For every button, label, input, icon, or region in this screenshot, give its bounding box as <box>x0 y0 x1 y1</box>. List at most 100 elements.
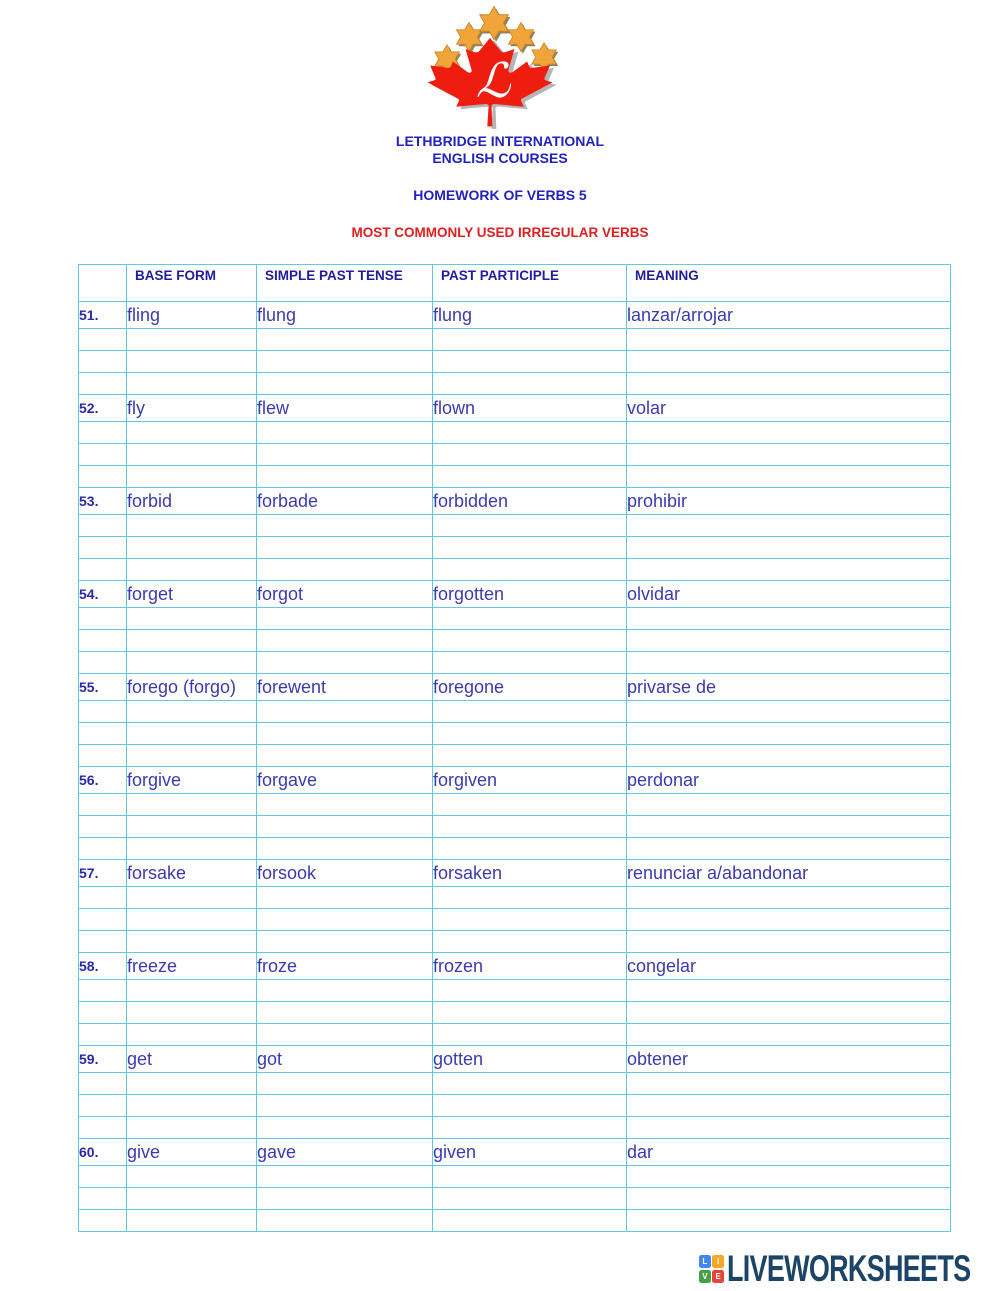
empty-cell <box>432 886 627 909</box>
empty-cell <box>256 700 433 723</box>
empty-cell <box>432 558 627 581</box>
empty-cell <box>78 1209 127 1232</box>
empty-cell <box>256 722 433 745</box>
organization-name: LETHBRIDGE INTERNATIONAL ENGLISH COURSES <box>0 133 1000 167</box>
empty-cell <box>432 1209 627 1232</box>
empty-cell <box>78 421 127 444</box>
past-participle-cell: forbidden <box>432 487 627 515</box>
empty-cell <box>626 350 951 373</box>
empty-row <box>78 908 951 931</box>
base-form-cell: forego (forgo) <box>126 673 257 701</box>
empty-cell <box>432 465 627 488</box>
empty-cell <box>126 837 257 860</box>
verb-row: 58. freeze froze frozen congelar <box>78 952 951 980</box>
empty-cell <box>626 465 951 488</box>
brand-square-i: I <box>712 1255 724 1269</box>
simple-past-cell: forbade <box>256 487 433 515</box>
empty-cell <box>626 744 951 767</box>
row-number: 53. <box>78 487 127 515</box>
empty-cell <box>432 979 627 1002</box>
empty-cell <box>126 558 257 581</box>
empty-row <box>78 1094 951 1117</box>
simple-past-cell: forgot <box>256 580 433 608</box>
past-participle-cell: foregone <box>432 673 627 701</box>
empty-cell <box>626 372 951 395</box>
empty-row <box>78 1165 951 1188</box>
empty-cell <box>256 607 433 630</box>
empty-cell <box>78 722 127 745</box>
empty-cell <box>626 930 951 953</box>
empty-cell <box>256 1116 433 1139</box>
empty-cell <box>256 514 433 537</box>
past-participle-cell: forsaken <box>432 859 627 887</box>
empty-cell <box>626 514 951 537</box>
star-icon <box>479 6 511 43</box>
empty-cell <box>126 815 257 838</box>
empty-cell <box>432 328 627 351</box>
empty-row <box>78 700 951 723</box>
empty-cell <box>126 514 257 537</box>
row-number: 54. <box>78 580 127 608</box>
empty-row <box>78 443 951 466</box>
empty-cell <box>126 328 257 351</box>
empty-cell <box>78 744 127 767</box>
empty-cell <box>626 1001 951 1024</box>
header-row: BASE FORM SIMPLE PAST TENSE PAST PARTICIPL… <box>78 264 951 302</box>
empty-cell <box>626 1165 951 1188</box>
base-form-cell: get <box>126 1045 257 1073</box>
past-participle-cell: flown <box>432 394 627 422</box>
empty-cell <box>626 1209 951 1232</box>
base-form-cell: give <box>126 1138 257 1166</box>
organization-line2: ENGLISH COURSES <box>432 150 568 166</box>
empty-row <box>78 372 951 395</box>
empty-cell <box>78 350 127 373</box>
brand-square-v: V <box>699 1269 711 1283</box>
empty-row <box>78 979 951 1002</box>
empty-cell <box>626 1023 951 1046</box>
empty-row <box>78 536 951 559</box>
empty-cell <box>256 930 433 953</box>
liveworksheets-wordmark: LIVEWORKSHEETS <box>727 1248 971 1289</box>
star-icon <box>508 22 536 54</box>
empty-row <box>78 1001 951 1024</box>
empty-row <box>78 837 951 860</box>
meaning-cell: privarse de <box>626 673 951 701</box>
row-number: 58. <box>78 952 127 980</box>
past-participle-cell: forgiven <box>432 766 627 794</box>
row-number: 52. <box>78 394 127 422</box>
empty-cell <box>78 629 127 652</box>
empty-cell <box>256 1023 433 1046</box>
empty-cell <box>626 1116 951 1139</box>
empty-cell <box>126 908 257 931</box>
empty-cell <box>78 700 127 723</box>
column-header-past-participle: PAST PARTICIPLE <box>432 264 627 302</box>
empty-row <box>78 421 951 444</box>
column-header-simple-past-tense: SIMPLE PAST TENSE <box>256 264 433 302</box>
empty-cell <box>626 1072 951 1095</box>
verb-row: 51. fling flung flung lanzar/arrojar <box>78 301 951 329</box>
empty-cell <box>126 607 257 630</box>
empty-cell <box>256 886 433 909</box>
empty-cell <box>432 744 627 767</box>
empty-cell <box>432 536 627 559</box>
empty-cell <box>256 1094 433 1117</box>
empty-cell <box>432 1116 627 1139</box>
meaning-cell: volar <box>626 394 951 422</box>
empty-cell <box>256 908 433 931</box>
empty-cell <box>626 979 951 1002</box>
empty-cell <box>626 629 951 652</box>
empty-row <box>78 1209 951 1232</box>
empty-cell <box>256 1209 433 1232</box>
simple-past-cell: forewent <box>256 673 433 701</box>
base-form-cell: freeze <box>126 952 257 980</box>
empty-row <box>78 815 951 838</box>
empty-cell <box>256 421 433 444</box>
verb-row: 56. forgive forgave forgiven perdonar <box>78 766 951 794</box>
empty-row <box>78 930 951 953</box>
empty-cell <box>626 651 951 674</box>
empty-cell <box>126 1094 257 1117</box>
empty-cell <box>432 514 627 537</box>
empty-cell <box>78 979 127 1002</box>
